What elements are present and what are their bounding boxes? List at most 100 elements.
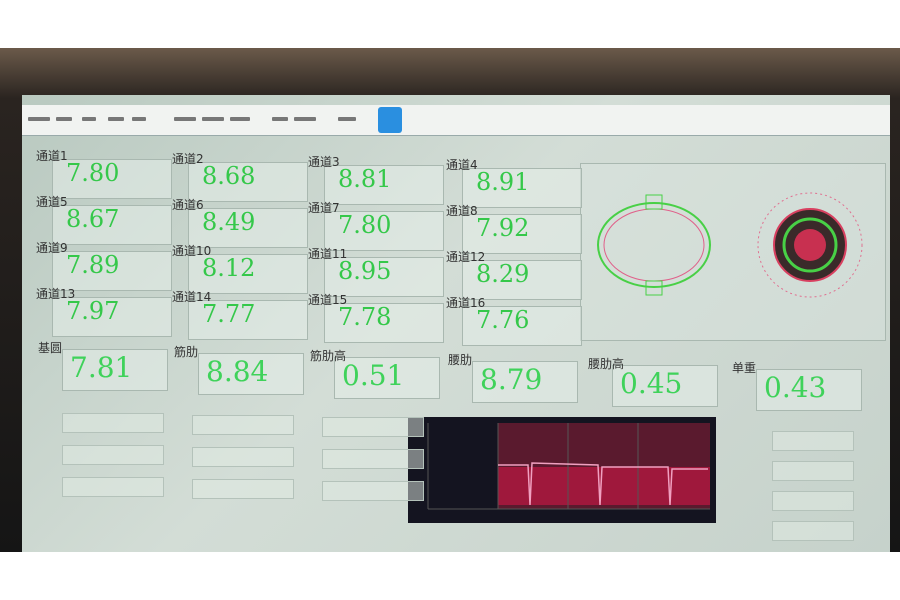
profile-tab: [645, 280, 663, 296]
metric-label: 腰肋高: [588, 357, 625, 371]
section-ring: [757, 192, 863, 298]
field: [322, 417, 424, 437]
field: [772, 461, 854, 481]
channel-box: [52, 297, 172, 337]
menu-item[interactable]: [338, 117, 356, 121]
menu-item[interactable]: [82, 117, 96, 121]
metric-value: 0.45: [620, 367, 683, 400]
channel-box: [188, 254, 308, 294]
channel-label: 通道13: [36, 287, 76, 301]
metric-box: [198, 353, 304, 395]
channel-label: 通道12: [446, 250, 486, 264]
field: [192, 447, 294, 467]
metric-box: [612, 365, 718, 407]
channel-label: 通道5: [36, 195, 68, 209]
menu-item[interactable]: [202, 117, 224, 121]
profile-panel: [580, 163, 886, 341]
trend-chart: [408, 417, 716, 523]
metric-label: 基圆: [38, 341, 63, 355]
channel-value: 7.76: [476, 306, 530, 334]
channel-box: [52, 251, 172, 291]
section-ring: [782, 217, 838, 273]
channel-box: [462, 214, 582, 254]
field: [62, 477, 164, 497]
metric-label: 筋肋高: [310, 349, 347, 363]
channel-value: 7.97: [66, 297, 120, 325]
channel-value: 8.29: [476, 260, 530, 288]
channel-label: 通道10: [172, 244, 212, 258]
channel-value: 7.89: [66, 251, 120, 279]
channel-box: [324, 303, 444, 343]
menu-item[interactable]: [56, 117, 72, 121]
channel-box: [188, 300, 308, 340]
channel-label: 通道14: [172, 290, 212, 304]
channel-box: [324, 257, 444, 297]
field: [62, 413, 164, 433]
field: [192, 479, 294, 499]
channel-label: 通道9: [36, 241, 68, 255]
channel-label: 通道2: [172, 152, 204, 166]
channel-box: [462, 306, 582, 346]
toolbar: [22, 105, 890, 136]
channel-label: 通道6: [172, 198, 204, 212]
channel-value: 8.68: [202, 162, 256, 190]
metric-box: [756, 369, 862, 411]
metric-value: 0.51: [342, 359, 405, 392]
chart-band: [498, 467, 710, 505]
channel-value: 8.12: [202, 254, 256, 282]
channel-value: 8.49: [202, 208, 256, 236]
menu-item[interactable]: [28, 117, 50, 121]
app-icon[interactable]: [378, 107, 402, 133]
channel-box: [462, 260, 582, 300]
trend-line: [498, 462, 708, 506]
menu-item[interactable]: [174, 117, 196, 121]
metric-value: 0.43: [764, 371, 827, 404]
channel-label: 通道16: [446, 296, 486, 310]
metric-label: 筋肋: [174, 345, 199, 359]
field: [772, 431, 854, 451]
field: [192, 415, 294, 435]
metric-box: [62, 349, 168, 391]
metric-value: 8.84: [206, 355, 269, 388]
channel-box: [52, 205, 172, 245]
channel-box: [52, 159, 172, 199]
menu-item[interactable]: [132, 117, 146, 121]
channel-value: 7.92: [476, 214, 530, 242]
metric-label: 腰肋: [448, 353, 473, 367]
channel-label: 通道7: [308, 201, 340, 215]
metric-value: 8.79: [480, 363, 543, 396]
channel-value: 8.67: [66, 205, 120, 233]
screen: 通道1 7.80 通道2 8.68 通道3 8.81 通道4 8.91 通道5 8.67 通道6 8.…: [22, 95, 890, 552]
channel-label: 通道3: [308, 155, 340, 169]
field: [62, 445, 164, 465]
channel-box: [462, 168, 582, 208]
channel-value: 8.95: [338, 257, 392, 285]
channel-value: 7.78: [338, 303, 392, 331]
profile-shape: [597, 202, 711, 288]
channel-value: 7.80: [338, 211, 392, 239]
metric-value: 7.81: [70, 351, 133, 384]
field: [322, 481, 424, 501]
field: [322, 449, 424, 469]
field: [772, 491, 854, 511]
profile-tab: [645, 194, 663, 210]
channel-label: 通道11: [308, 247, 348, 261]
channel-box: [188, 162, 308, 202]
channel-label: 通道4: [446, 158, 478, 172]
channel-box: [188, 208, 308, 248]
menu-item[interactable]: [230, 117, 250, 121]
menu-item[interactable]: [108, 117, 124, 121]
field: [772, 521, 854, 541]
metric-label: 单重: [732, 361, 757, 375]
channel-label: 通道15: [308, 293, 348, 307]
channel-value: 8.81: [338, 165, 392, 193]
channel-value: 7.80: [66, 159, 120, 187]
menu-item[interactable]: [272, 117, 288, 121]
section-core: [794, 229, 826, 261]
channel-box: [324, 211, 444, 251]
channel-value: 8.91: [476, 168, 530, 196]
channel-label: 通道1: [36, 149, 68, 163]
menu-item[interactable]: [294, 117, 316, 121]
channel-label: 通道8: [446, 204, 478, 218]
